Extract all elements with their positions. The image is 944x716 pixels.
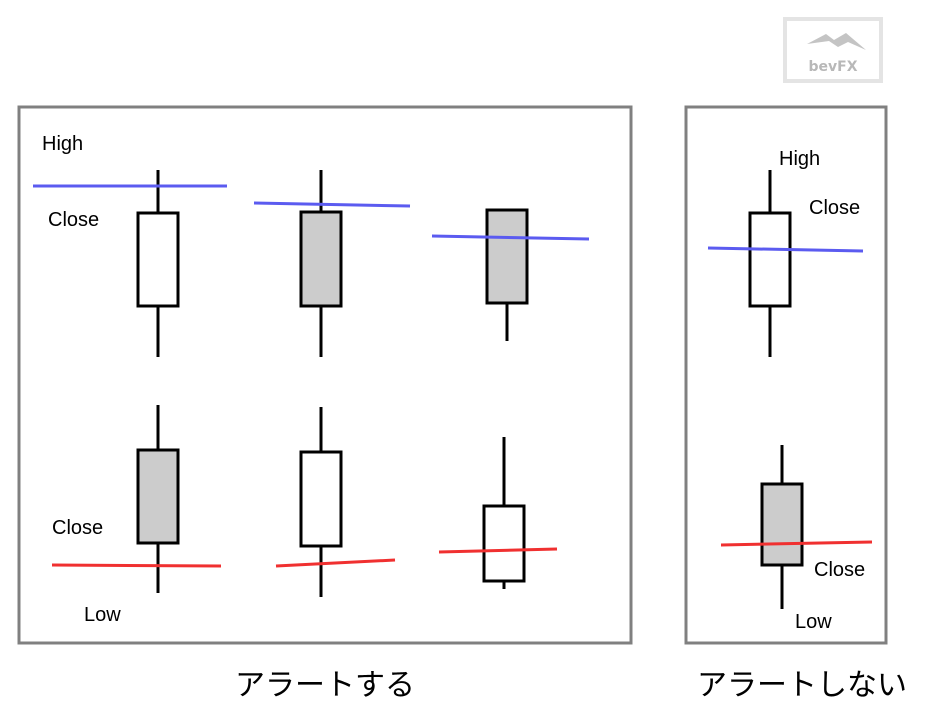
candle-bottom-1: [136, 405, 180, 593]
candle-right-bottom: [760, 445, 804, 609]
candle-top-1: [136, 170, 180, 357]
lower-line-2: [275, 558, 396, 568]
candle-bottom-2: [299, 407, 343, 597]
lower-line-1: [51, 563, 222, 568]
label-close-bottom: Close: [52, 517, 103, 539]
panel-no-alert: High Close Close Low アラートしない: [684, 105, 907, 703]
label-high: High: [42, 133, 83, 155]
candle-top-2: [299, 170, 343, 357]
candle-bottom-3: [482, 437, 526, 589]
label-low: Low: [84, 604, 121, 626]
upper-line-2: [253, 201, 411, 208]
logo-text: bevFX: [809, 59, 858, 75]
label-close-top: Close: [48, 209, 99, 231]
label-low-right: Low: [795, 611, 832, 633]
bird-icon: [807, 33, 866, 50]
candle-top-3: [485, 208, 529, 341]
bevfx-logo: bevFX: [783, 17, 883, 83]
upper-line-right: [707, 246, 864, 253]
caption-alert: アラートする: [235, 668, 415, 703]
label-close-bottom-right: Close: [814, 559, 865, 581]
lower-line-right: [720, 540, 873, 547]
lower-line-3: [438, 547, 558, 554]
candle-right-top: [748, 170, 792, 357]
label-close-top-right: Close: [809, 197, 860, 219]
label-high-right: High: [779, 148, 820, 170]
panel-alert-frame: [17, 105, 633, 645]
caption-no-alert: アラートしない: [697, 668, 907, 703]
panel-no-alert-frame: [684, 105, 888, 645]
panel-alert: High Close Close Low: [17, 105, 633, 703]
upper-line-3: [431, 234, 590, 241]
